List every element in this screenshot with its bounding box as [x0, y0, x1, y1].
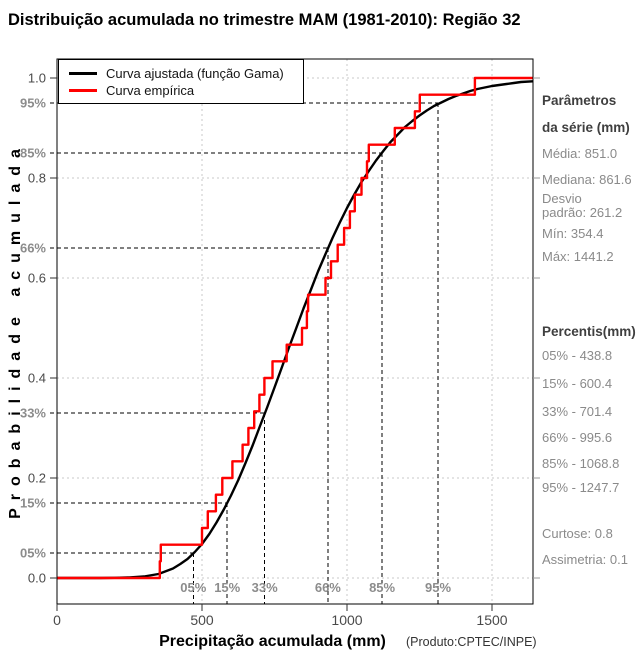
fitted-curve-swatch: [69, 71, 97, 75]
percentile-layer: 05% 05% 15% 15% 33% 33% 66% 66% 85% 85% 95% 95%: [20, 96, 452, 604]
y-tick-label: 0.4: [28, 371, 46, 386]
y-tick-label: 0.8: [28, 171, 46, 186]
percentile-dashed-line: [50, 552, 194, 604]
legend-item-fitted: Curva ajustada (função Gama): [69, 65, 284, 81]
percentile-axis-label: 05%: [20, 546, 46, 561]
y-axis-label: Probabilidade acumulada: [7, 141, 24, 519]
stat-assimetria: Assimetria: 0.1: [542, 552, 628, 567]
percentil-33: 33% - 701.4: [542, 404, 613, 419]
product-note: (Produto:CPTEC/INPE): [406, 635, 537, 649]
chart-title: Distribuição acumulada no trimestre MAM …: [8, 11, 521, 29]
percentil-95: 95% - 1247.7: [542, 480, 620, 495]
stat-mediana: Mediana: 861.6: [542, 172, 632, 187]
empirical-ecdf-curve: [57, 76, 533, 580]
params-heading-line1: Parâmetros: [542, 93, 617, 108]
percentil-15: 15% - 600.4: [542, 376, 613, 391]
percentile-bottom-label: 85%: [369, 580, 395, 595]
x-tick-label: 500: [190, 612, 214, 628]
y-tick-label: 0.6: [28, 271, 46, 286]
stat-max: Máx: 1441.2: [542, 249, 614, 264]
legend-label-fitted: Curva ajustada (função Gama): [106, 65, 284, 81]
percentile-axis-label: 15%: [20, 496, 46, 511]
legend-item-empirical: Curva empírica: [69, 82, 194, 98]
percentile-dashed-line: [50, 502, 228, 604]
stat-desvio-line1: Desvio: [542, 191, 582, 206]
stat-media: Média: 851.0: [542, 146, 618, 161]
percentile-axis-label: 33%: [20, 406, 46, 421]
percentile-bottom-label: 33%: [252, 580, 278, 595]
params-heading-line2: da série (mm): [542, 120, 630, 135]
percentile-axis-label: 95%: [20, 96, 46, 111]
percentile-axis-label: 66%: [20, 241, 46, 256]
y-tick-label: 0.2: [28, 471, 46, 486]
percentile-bottom-label: 05%: [180, 580, 206, 595]
stat-min: Mín: 354.4: [542, 226, 604, 241]
percentile-bottom-label: 95%: [425, 580, 451, 595]
stat-curtose: Curtose: 0.8: [542, 526, 613, 541]
x-tick-label: 0: [53, 612, 61, 628]
x-tick-label: 1500: [476, 612, 507, 628]
stat-desvio-line2: padrão: 261.2: [542, 205, 623, 220]
percentile-bottom-label: 66%: [315, 580, 341, 595]
x-axis-label: Precipitação acumulada (mm): [159, 633, 386, 650]
tick-label-layer: 0 500 1000 1500 0.0 0.2 0.4 0.6 0.8 1.0: [28, 71, 508, 629]
percentile-axis-label: 85%: [20, 146, 46, 161]
legend-box: Curva ajustada (função Gama) Curva empír…: [58, 59, 304, 104]
percentile-dashed-line: [50, 412, 266, 604]
percentile-bottom-label: 15%: [214, 580, 240, 595]
percentis-heading: Percentis(mm): [542, 324, 636, 339]
percentil-05: 05% - 438.8: [542, 348, 613, 363]
y-tick-label: 1.0: [28, 71, 46, 86]
percentil-85: 85% - 1068.8: [542, 456, 620, 471]
curves-layer: [57, 76, 533, 580]
empirical-curve-swatch: [69, 88, 97, 92]
percentil-66: 66% - 995.6: [542, 430, 613, 445]
y-tick-label: 0.0: [28, 571, 46, 586]
legend-label-empirical: Curva empírica: [106, 82, 195, 98]
frame-layer: [50, 58, 540, 611]
x-tick-label: 1000: [331, 612, 362, 628]
percentile-dashed-line: [50, 152, 383, 604]
percentile-dashed-line: [50, 247, 329, 604]
